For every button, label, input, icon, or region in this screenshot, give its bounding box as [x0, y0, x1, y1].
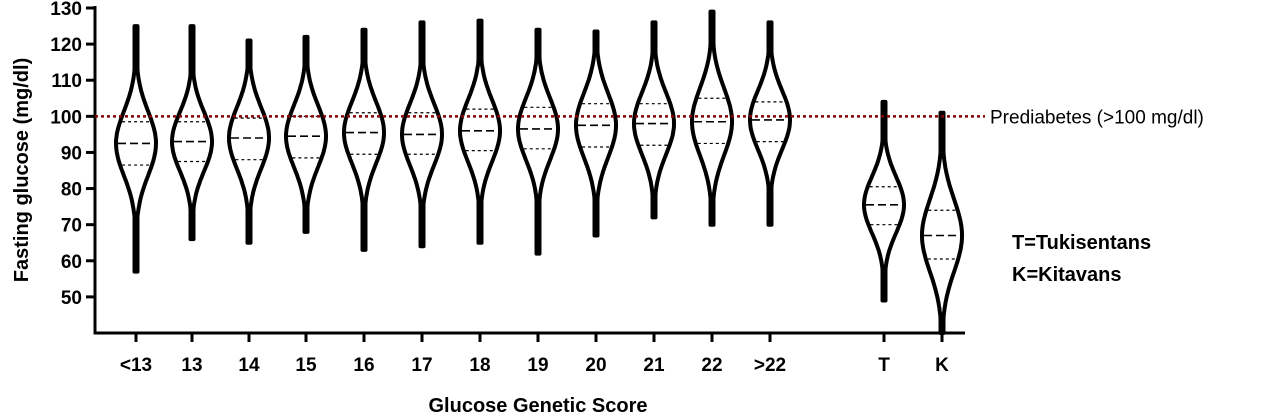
y-tick-label: 100 — [50, 107, 82, 128]
x-tick-label: T — [878, 355, 890, 376]
violin-19 — [516, 27, 560, 256]
x-tick-label: 20 — [585, 355, 606, 376]
x-tick-label: 13 — [181, 355, 202, 376]
violin-T — [862, 99, 906, 303]
violin-shape — [458, 18, 502, 245]
x-tick-label: 16 — [353, 355, 374, 376]
violins — [114, 9, 964, 335]
y-axis-title: Fasting glucose (mg/dl) — [11, 58, 33, 282]
violin-shape — [170, 24, 214, 242]
x-tick-label: 19 — [527, 355, 548, 376]
violin-20 — [574, 29, 618, 238]
violin-shape — [284, 34, 328, 234]
y-tick-label: 50 — [61, 288, 82, 309]
y-tick-label: 60 — [61, 252, 82, 273]
violin-shape — [227, 38, 271, 245]
x-tick-label: 15 — [295, 355, 317, 376]
x-tick-label: 21 — [643, 355, 665, 376]
x-axis-title: Glucose Genetic Score — [429, 395, 648, 417]
legend-line-tukisentans: T=Tukisentans — [1012, 232, 1151, 254]
violin-13 — [170, 24, 214, 242]
violin->22 — [748, 20, 792, 227]
y-tick-label: 120 — [50, 35, 82, 56]
y-tick-label: 90 — [61, 143, 82, 164]
violin-14 — [227, 38, 271, 245]
x-tick-label: K — [935, 355, 949, 376]
reference-line-group: Prediabetes (>100 mg/dl) — [95, 107, 1204, 128]
x-tick-label: 18 — [469, 355, 490, 376]
violin-22 — [690, 9, 734, 227]
violin-shape — [862, 99, 906, 303]
y-tick-label: 130 — [50, 0, 82, 20]
x-tick-label: <13 — [120, 355, 152, 376]
y-axis: 50 60 70 80 90 100 110 120 130 — [50, 0, 97, 333]
violin-shape — [690, 9, 734, 227]
y-tick-label: 80 — [61, 180, 82, 201]
violin-18 — [458, 18, 502, 245]
x-tick-label: >22 — [754, 355, 786, 376]
x-tick-label: 17 — [411, 355, 432, 376]
violin-shape — [114, 24, 158, 274]
x-tick-label: 22 — [701, 355, 722, 376]
y-tick-label: 110 — [51, 71, 82, 92]
legend-line-kitavans: K=Kitavans — [1012, 264, 1122, 286]
violin-15 — [284, 34, 328, 234]
violin-shape — [632, 20, 676, 220]
violin-21 — [632, 20, 676, 220]
violin-K — [920, 110, 964, 335]
violin-shape — [574, 29, 618, 238]
violin-shape — [342, 27, 386, 252]
x-tick-label: 14 — [238, 355, 260, 376]
violin-shape — [920, 110, 964, 335]
violin-17 — [400, 20, 444, 249]
prediabetes-label: Prediabetes (>100 mg/dl) — [990, 107, 1204, 128]
violin-shape — [748, 20, 792, 227]
violin-<13 — [114, 24, 158, 274]
x-axis: <13 13 14 15 16 17 18 19 20 21 22 >22 T K — [93, 331, 965, 376]
violin-shape — [516, 27, 560, 256]
y-tick-label: 70 — [61, 216, 82, 237]
violin-16 — [342, 27, 386, 252]
